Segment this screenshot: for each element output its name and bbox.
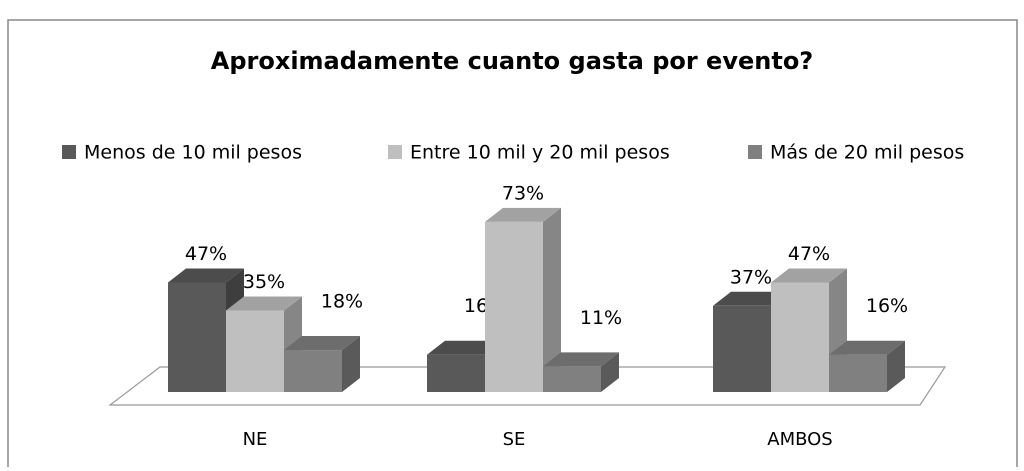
legend-swatch [62, 145, 76, 159]
data-label: 16% [866, 295, 908, 317]
bar [485, 207, 561, 392]
bar-top [485, 207, 561, 222]
data-label: 37% [730, 266, 772, 288]
bar-top [713, 291, 789, 306]
bar-top [829, 340, 905, 355]
bar-front [168, 282, 226, 392]
bar-front [771, 282, 829, 392]
data-label: 35% [243, 271, 285, 293]
legend-swatch [748, 145, 762, 159]
bar-top [226, 296, 302, 311]
bar-front [284, 350, 342, 392]
bar-front [829, 354, 887, 392]
bar-front [713, 305, 771, 392]
bar-front [427, 354, 485, 392]
x-tick-label: NE [243, 429, 268, 450]
chart-title: Aproximadamente cuanto gasta por evento? [211, 47, 813, 75]
data-label: 18% [321, 291, 363, 313]
bar-front [485, 221, 543, 392]
bar [284, 336, 360, 392]
bar-side [601, 352, 619, 392]
bar-top [284, 336, 360, 351]
data-label: 47% [788, 243, 830, 265]
bar-top [427, 340, 503, 355]
data-label: 11% [580, 307, 622, 329]
bar-side [543, 207, 561, 392]
legend-label: Entre 10 mil y 20 mil pesos [410, 142, 670, 164]
bar-side [887, 340, 905, 392]
bar-top [543, 352, 619, 367]
data-label: 47% [185, 243, 227, 265]
bar-side [342, 336, 360, 392]
bar-front [226, 310, 284, 392]
x-tick-label: SE [503, 429, 526, 450]
legend-swatch [388, 145, 402, 159]
bar [168, 268, 244, 392]
bar-top [168, 268, 244, 283]
legend-label: Menos de 10 mil pesos [84, 142, 302, 164]
legend-label: Más de 20 mil pesos [770, 142, 964, 164]
data-label: 73% [502, 182, 544, 204]
bar [543, 352, 619, 392]
bar-front [543, 366, 601, 392]
bar-top [771, 268, 847, 283]
bar [829, 340, 905, 392]
x-tick-label: AMBOS [767, 429, 832, 450]
